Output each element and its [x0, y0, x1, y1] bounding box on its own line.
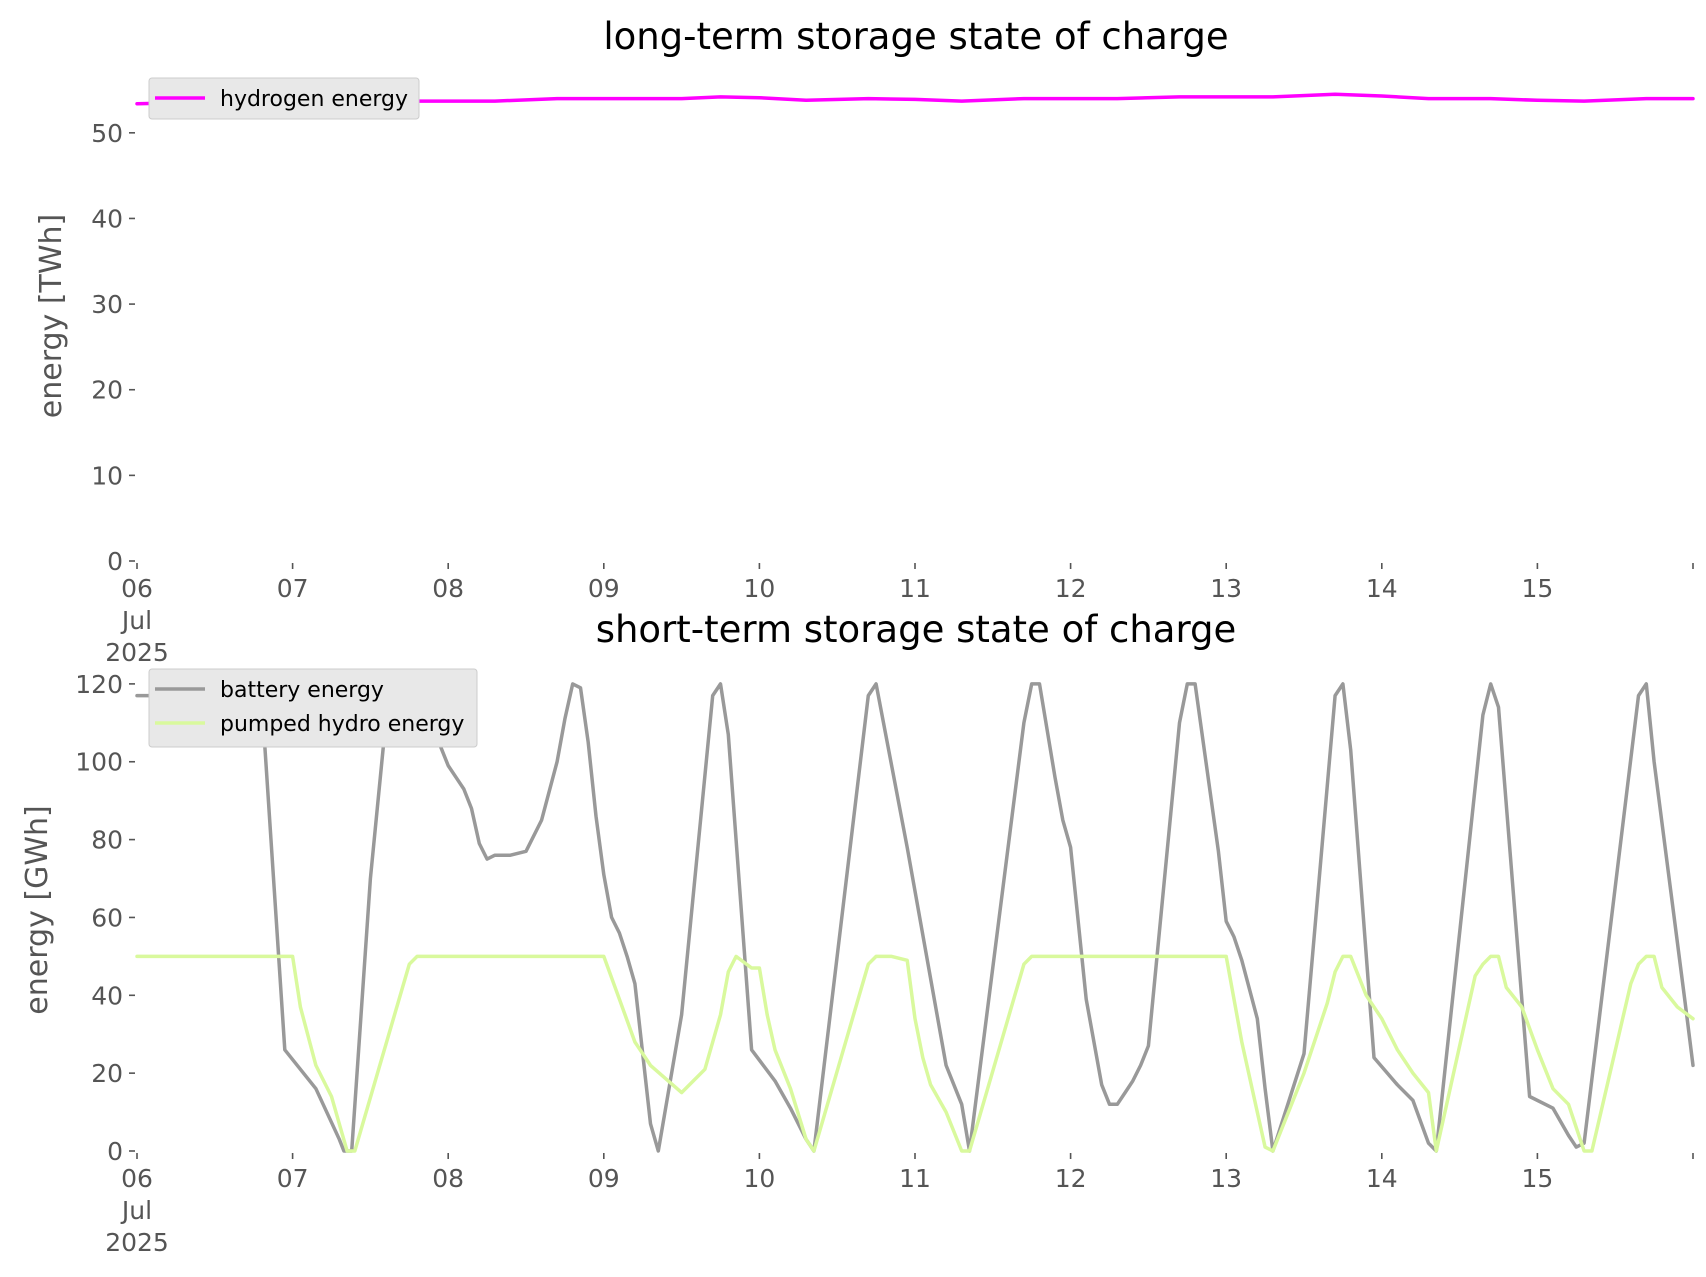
x-tick-label: 06 Jul 2025 [105, 574, 169, 667]
legend: hydrogen energy [148, 77, 420, 120]
x-tick-label: 15 [1521, 574, 1553, 603]
x-tick-label: 07 [277, 574, 309, 603]
series-lines [135, 682, 1695, 1153]
series-line-hydrogen-energy [135, 92, 1695, 106]
legend-box [148, 668, 478, 748]
short-term-chart: short-term storage state of charge energ… [20, 608, 1695, 1257]
y-tick-label: 0 [107, 547, 123, 576]
series-line-battery-energy [135, 682, 1695, 1153]
chart-title: short-term storage state of charge [596, 608, 1237, 651]
x-tick-label: 15 [1521, 1164, 1553, 1193]
x-tick-label: 14 [1366, 574, 1398, 603]
y-tick-label: 20 [91, 1059, 123, 1088]
y-tick-label: 60 [91, 903, 123, 932]
y-axis-label: energy [TWh] [34, 214, 69, 418]
y-tick-label: 80 [91, 826, 123, 855]
series-line-pumped-hydro-energy [135, 954, 1695, 1153]
legend: battery energy pumped hydro energy [148, 668, 478, 748]
series-lines [135, 92, 1695, 106]
y-tick-label: 40 [91, 981, 123, 1010]
x-tick-label: 06 Jul 2025 [105, 1164, 169, 1257]
x-tick-label: 13 [1210, 574, 1242, 603]
x-tick-label: 08 [432, 1164, 464, 1193]
x-tick-label: 10 [743, 574, 775, 603]
legend-label-pumped-hydro-energy: pumped hydro energy [220, 712, 464, 737]
x-tick-label: 11 [899, 1164, 931, 1193]
y-tick-label: 120 [75, 670, 123, 699]
x-tick-label: 09 [588, 574, 620, 603]
x-tick-label: 08 [432, 574, 464, 603]
x-tick-label: 12 [1055, 574, 1087, 603]
legend-box [148, 77, 420, 120]
y-tick-label: 10 [91, 461, 123, 490]
y-tick-label: 20 [91, 376, 123, 405]
x-tick-label: 13 [1210, 1164, 1242, 1193]
legend-label-battery-energy: battery energy [220, 678, 384, 703]
y-ticks: 0 20 40 60 80 100 120 [75, 670, 135, 1166]
y-tick-label: 0 [107, 1137, 123, 1166]
y-axis-label: energy [GWh] [20, 805, 55, 1014]
x-tick-label: 11 [899, 574, 931, 603]
chart-title: long-term storage state of charge [603, 15, 1228, 58]
x-tick-label: 14 [1366, 1164, 1398, 1193]
x-tick-label: 10 [743, 1164, 775, 1193]
y-ticks: 0 10 20 30 40 50 [91, 119, 135, 576]
long-term-chart: long-term storage state of charge energy… [34, 15, 1695, 667]
legend-label-hydrogen-energy: hydrogen energy [220, 87, 408, 112]
y-tick-label: 40 [91, 204, 123, 233]
x-tick-label: 12 [1055, 1164, 1087, 1193]
y-tick-label: 50 [91, 119, 123, 148]
x-ticks: 06 Jul 2025 07 08 09 10 11 12 13 14 15 [105, 563, 1694, 667]
y-tick-label: 100 [75, 748, 123, 777]
x-tick-label: 07 [277, 1164, 309, 1193]
y-tick-label: 30 [91, 290, 123, 319]
x-ticks: 06 Jul 2025 07 08 09 10 11 12 13 14 15 [105, 1153, 1694, 1257]
x-tick-label: 09 [588, 1164, 620, 1193]
